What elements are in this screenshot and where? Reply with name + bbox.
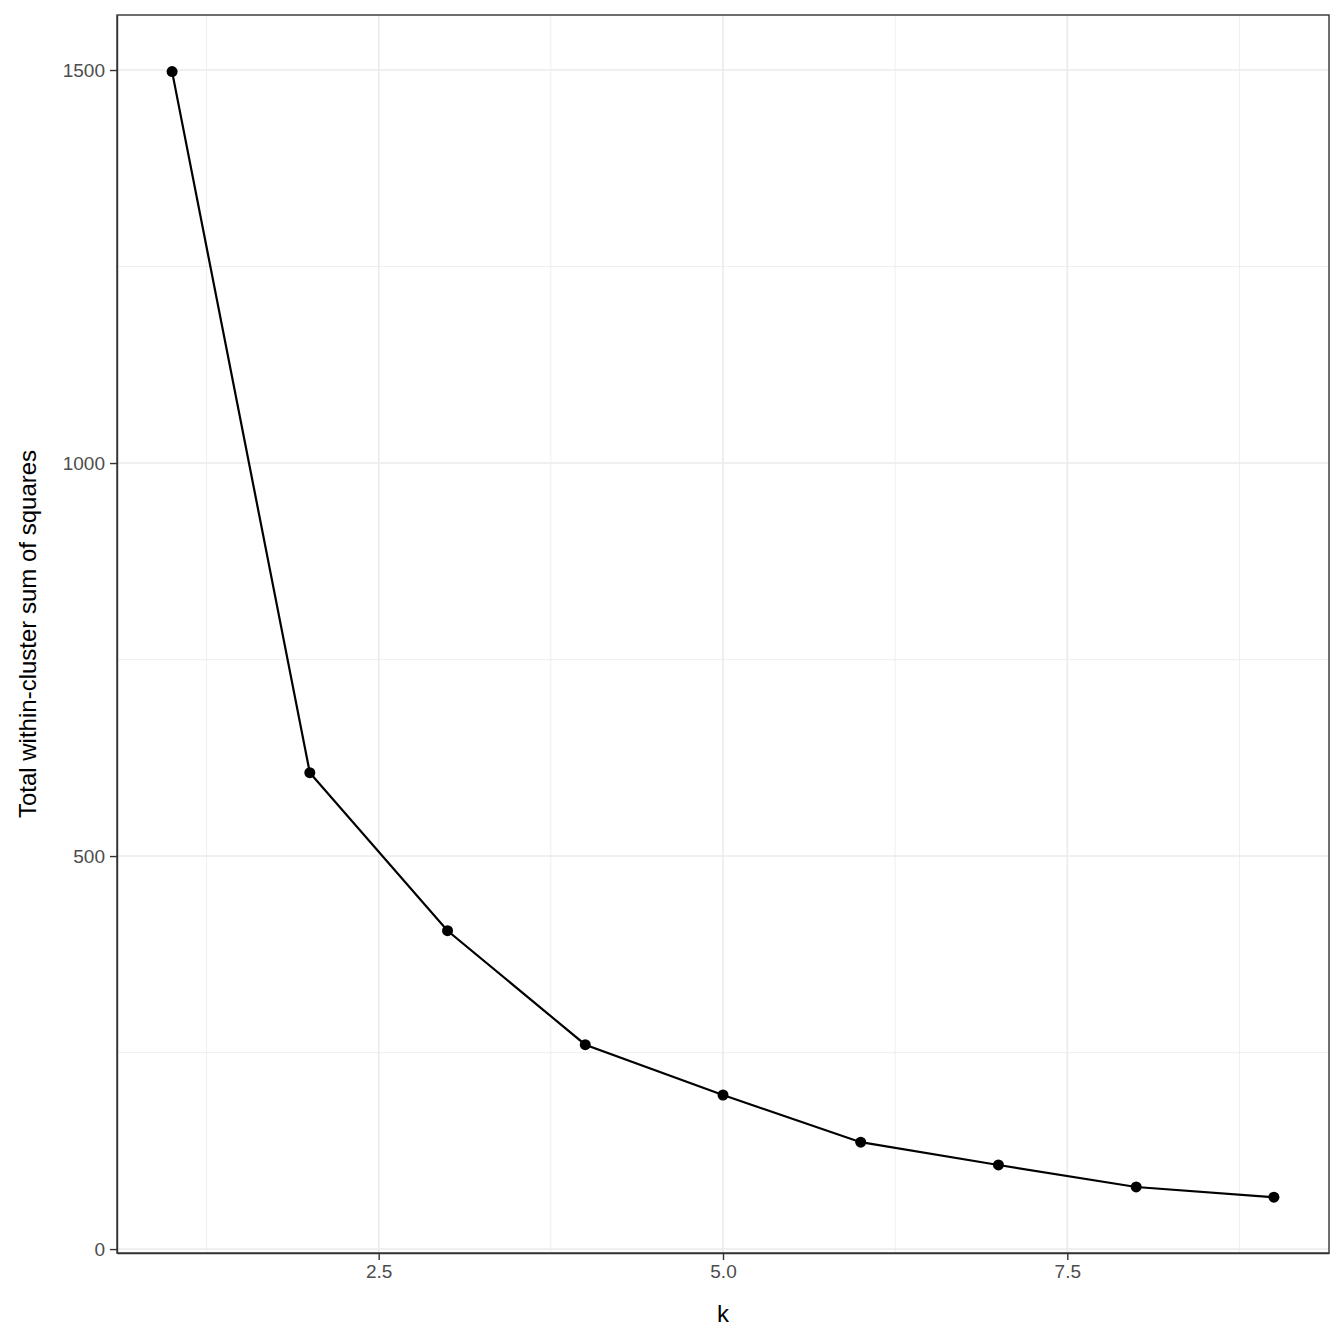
panel-border (117, 15, 1329, 1253)
tick: 5.0 (710, 1253, 736, 1282)
point (1131, 1181, 1142, 1192)
minor-grid-line (895, 15, 896, 1253)
y-axis: 0 500 1000 1500 (63, 16, 118, 1260)
line (172, 72, 1274, 1198)
grid (117, 15, 1329, 1253)
tick: 500 (73, 846, 117, 867)
y-axis-title: Total within-cluster sum of squares (14, 450, 41, 818)
tick: 1500 (63, 60, 117, 81)
grid-line (117, 855, 1329, 857)
panel-background (117, 15, 1329, 1253)
tick-mark (110, 70, 117, 71)
tick: 7.5 (1055, 1253, 1081, 1282)
tick-label: 2.5 (366, 1261, 392, 1282)
chart: 2.5 5.0 7.5 0 500 1000 1500 k Total within-clust… (0, 0, 1344, 1344)
tick: 2.5 (366, 1253, 392, 1282)
grid-line (1067, 15, 1069, 1253)
tick-label: 1500 (63, 60, 105, 81)
point (855, 1137, 866, 1148)
tick-label: 0 (94, 1239, 105, 1260)
tick-label: 5.0 (710, 1261, 736, 1282)
grid-line (117, 1248, 1329, 1250)
tick-mark (378, 1253, 379, 1260)
tick-mark (110, 1249, 117, 1250)
tick: 0 (94, 1239, 117, 1260)
tick-label: 500 (73, 846, 105, 867)
grid-line (378, 15, 380, 1253)
tick-label: 7.5 (1055, 1261, 1081, 1282)
tick-mark (723, 1253, 724, 1260)
plot: 2.5 5.0 7.5 0 500 1000 1500 (63, 15, 1330, 1282)
tick-mark (110, 856, 117, 857)
grid-line (722, 15, 724, 1253)
x-axis-title: k (717, 1300, 730, 1327)
tick-label: 1000 (63, 453, 105, 474)
point (718, 1090, 729, 1101)
point (304, 767, 315, 778)
grid-line (117, 462, 1329, 464)
minor-grid-line (550, 15, 551, 1253)
point (580, 1039, 591, 1050)
point (993, 1159, 1004, 1170)
minor-grid-line (1239, 15, 1240, 1253)
tick-mark (1067, 1253, 1068, 1260)
marks (167, 66, 1280, 1203)
grid-line (117, 69, 1329, 71)
tick-mark (110, 463, 117, 464)
point (1268, 1192, 1279, 1203)
minor-grid-line (206, 15, 207, 1253)
tick: 1000 (63, 453, 117, 474)
point (442, 925, 453, 936)
point (167, 66, 178, 77)
x-axis: 2.5 5.0 7.5 (118, 1253, 1330, 1282)
